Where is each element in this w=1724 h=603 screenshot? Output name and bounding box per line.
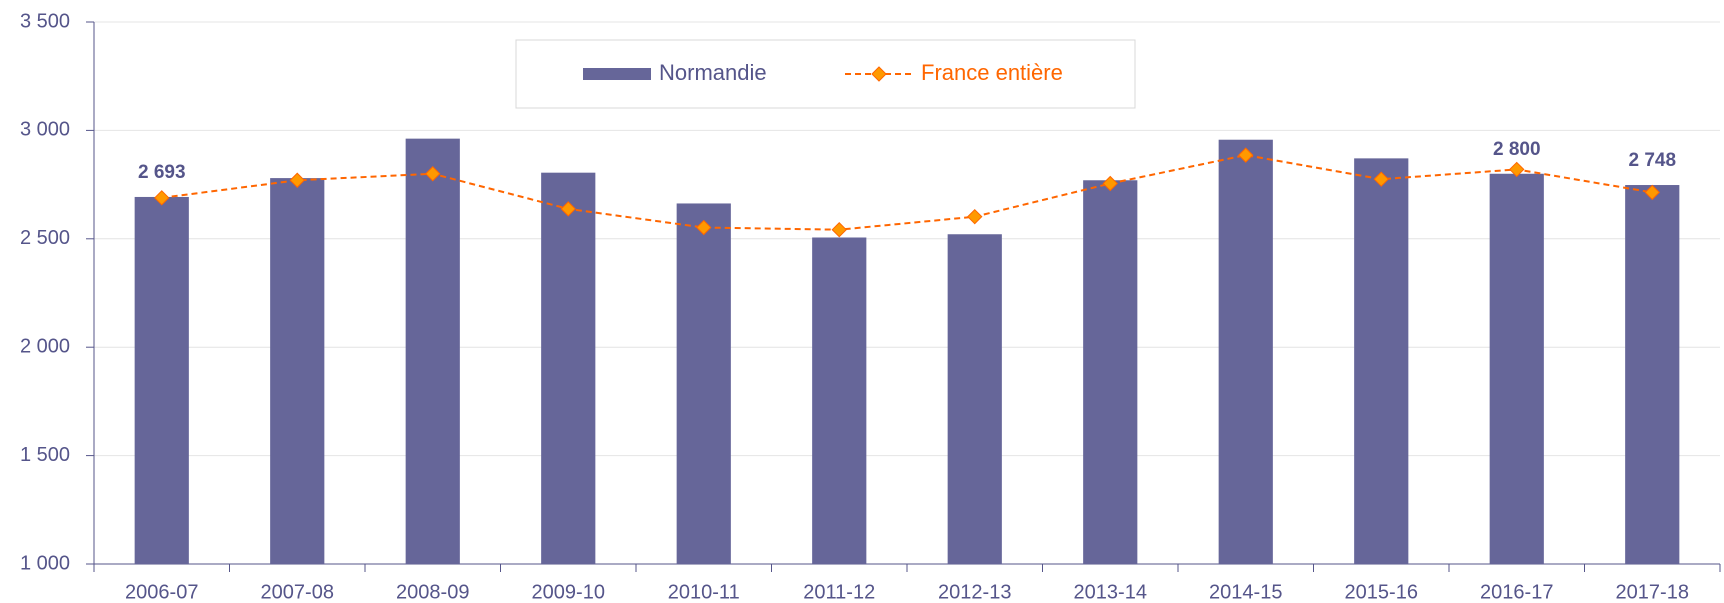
bar [1489, 173, 1544, 564]
y-tick-label: 3 500 [20, 10, 70, 32]
y-tick-label: 1 000 [20, 552, 70, 574]
x-tick-label: 2017-18 [1616, 581, 1689, 603]
y-tick-label: 2 000 [20, 335, 70, 357]
x-tick-label: 2010-11 [668, 581, 740, 603]
x-tick-label: 2012-13 [938, 581, 1011, 603]
bar [812, 237, 867, 564]
bar [1218, 139, 1273, 564]
marker [1509, 161, 1525, 178]
legend-label: France entière [921, 60, 1063, 85]
marker [560, 201, 576, 217]
bar [134, 196, 189, 565]
marker [154, 190, 170, 206]
marker [1644, 184, 1660, 201]
marker [1373, 171, 1389, 187]
bar [1354, 158, 1409, 565]
x-tick-label: 2013-14 [1074, 581, 1147, 603]
marker [425, 166, 441, 182]
data-label: 2 800 [1493, 139, 1541, 160]
bar [1625, 185, 1680, 564]
bar [947, 234, 1002, 564]
x-tick-label: 2015-16 [1345, 581, 1418, 603]
line [161, 154, 1653, 231]
legend-marker [871, 66, 887, 82]
y-tick-label: 3 000 [20, 119, 70, 141]
legend-label: Normandie [659, 60, 767, 85]
data-label: 2 748 [1628, 150, 1676, 171]
x-tick-label: 2006-07 [125, 581, 198, 603]
bar [541, 172, 596, 564]
x-tick-label: 2014-15 [1209, 581, 1282, 603]
legend-swatch [583, 68, 651, 80]
x-tick-label: 2011-12 [803, 581, 875, 603]
bar [270, 178, 325, 564]
bar [676, 203, 731, 564]
x-tick-label: 2008-09 [396, 581, 469, 603]
y-tick-label: 1 500 [20, 444, 70, 466]
marker [289, 172, 305, 188]
marker [696, 219, 712, 236]
marker [1102, 175, 1118, 192]
bar [405, 138, 460, 564]
x-tick-label: 2009-10 [532, 581, 605, 603]
y-tick-label: 2 500 [20, 227, 70, 249]
marker [967, 208, 983, 225]
x-tick-label: 2016-17 [1480, 581, 1553, 603]
bar [1083, 180, 1138, 564]
marker [1238, 147, 1254, 163]
x-tick-label: 2007-08 [261, 581, 334, 603]
data-label: 2 693 [138, 162, 186, 183]
marker [831, 221, 847, 238]
